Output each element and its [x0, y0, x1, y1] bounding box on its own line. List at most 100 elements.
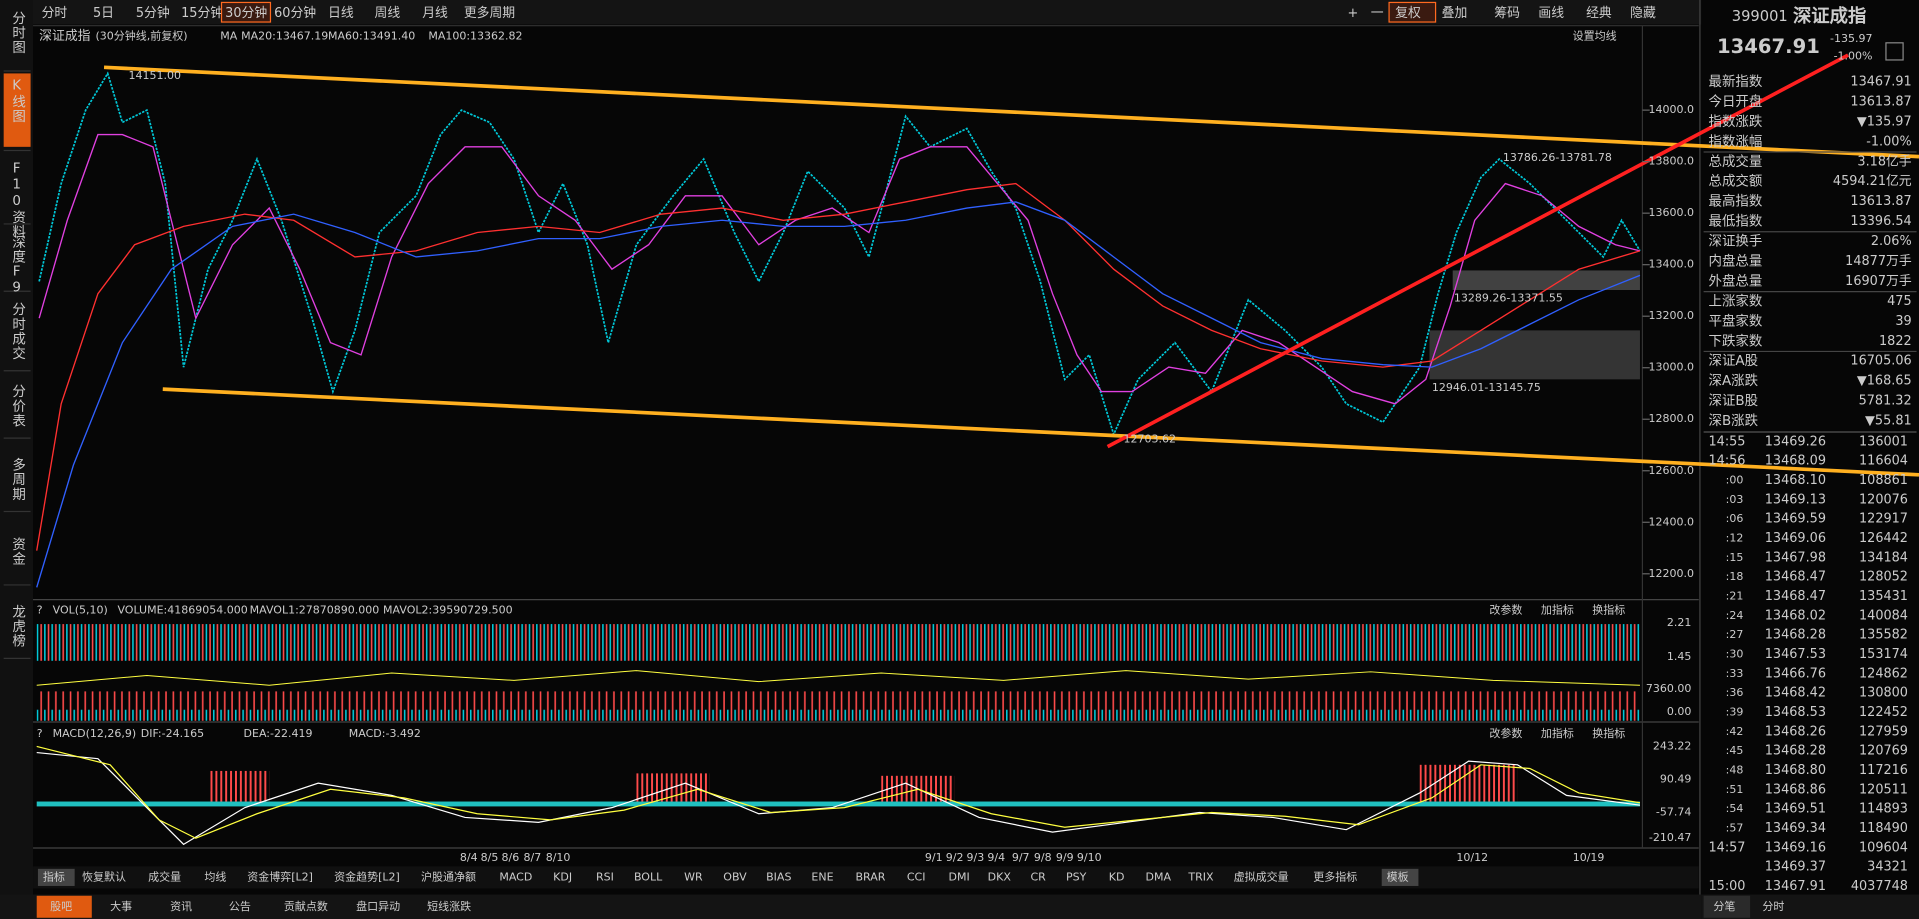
period-button[interactable]: 日线	[328, 6, 354, 21]
tool-button[interactable]: 经典	[1586, 6, 1612, 21]
panel-button[interactable]: 改参数	[1489, 603, 1522, 617]
indicator-tab[interactable]: BOLL	[634, 870, 663, 883]
side-tab[interactable]: 深度F9	[9, 235, 26, 297]
price-tick: 12800.0	[1649, 412, 1695, 425]
quote-label: 最新指数	[1708, 74, 1762, 90]
indicator-tab[interactable]: BIAS	[766, 870, 791, 883]
quote-value: ▼135.97	[1857, 114, 1912, 129]
price-annotation: 12703.62	[1123, 432, 1176, 445]
bottom-tab[interactable]: 股吧	[50, 900, 72, 913]
tool-button[interactable]: 画线	[1538, 6, 1564, 21]
side-tab[interactable]: 分价表	[9, 384, 26, 428]
quote-label: 最高指数	[1708, 193, 1762, 210]
indicator-tab[interactable]: RSI	[596, 870, 614, 883]
period-button[interactable]: 30分钟	[225, 5, 267, 21]
tick-volume: 136001	[1859, 434, 1908, 449]
side-tab[interactable]: 分时成交	[9, 302, 26, 361]
indicator-tab[interactable]: CR	[1030, 870, 1046, 883]
active-side-tab	[3, 73, 31, 147]
indicator-tab[interactable]: DKX	[988, 870, 1012, 883]
bottom-tab[interactable]: 贡献点数	[284, 899, 328, 913]
indicator-tab[interactable]: DMA	[1146, 870, 1172, 883]
volume-help: ?	[37, 604, 43, 617]
volume-ma	[36, 670, 1640, 686]
tool-button[interactable]: 复权	[1395, 5, 1421, 21]
quote-price: 13467.91	[1717, 35, 1820, 58]
tick-price: 13468.53	[1765, 705, 1826, 720]
date-label: 9/8	[1034, 851, 1052, 864]
indicator-tab[interactable]: MACD	[499, 870, 532, 883]
add-button[interactable]	[1885, 42, 1904, 61]
indicator-tab[interactable]: 资金博弈[L2]	[247, 869, 313, 883]
tool-button[interactable]: 筹码	[1494, 5, 1520, 21]
indicator-tab[interactable]: 成交量	[148, 869, 181, 883]
panel-button[interactable]: 加指标	[1541, 726, 1574, 740]
period-button[interactable]: 15分钟	[181, 5, 223, 21]
side-tab[interactable]: K线图	[9, 78, 26, 124]
tick-time: :42	[1726, 725, 1744, 738]
price-chart	[36, 53, 1919, 588]
side-tab[interactable]: F10资料	[9, 162, 26, 240]
tool-button[interactable]: 叠加	[1442, 6, 1468, 21]
indicator-tab[interactable]: PSY	[1066, 870, 1087, 883]
tool-button[interactable]: 一	[1371, 6, 1384, 21]
indicator-tab[interactable]: DMI	[948, 870, 969, 883]
indicator-tab[interactable]: WR	[684, 870, 703, 883]
bottom-tab[interactable]: 大事	[110, 899, 132, 913]
indicator-tab[interactable]: OBV	[723, 870, 747, 883]
tick-volume: 135431	[1859, 589, 1908, 604]
active-ticks-tab	[1703, 895, 1751, 918]
panel-button[interactable]: 换指标	[1592, 603, 1625, 617]
panel-button[interactable]: 改参数	[1489, 726, 1522, 740]
ticks-tab[interactable]: 分时	[1762, 900, 1784, 913]
tool-button[interactable]: 隐藏	[1630, 6, 1656, 21]
indicator-tab[interactable]: TRIX	[1187, 870, 1214, 883]
period-button[interactable]: 更多周期	[464, 6, 515, 21]
indicator-tab[interactable]: 模板	[1387, 869, 1409, 883]
bottom-tab[interactable]: 公告	[229, 900, 251, 913]
period-button[interactable]: 分时	[42, 6, 68, 21]
period-button[interactable]: 周线	[374, 6, 400, 21]
tick-time: :36	[1726, 686, 1744, 699]
indicator-tab[interactable]: 指标	[43, 869, 65, 883]
tool-button[interactable]: +	[1347, 6, 1358, 21]
indicator-tab[interactable]: 恢复默认	[82, 869, 126, 883]
quote-label: 深B涨跌	[1708, 413, 1758, 429]
indicator-tab[interactable]: 资金趋势[L2]	[334, 869, 400, 883]
quote-value: 4594.21亿元	[1833, 174, 1912, 189]
side-tab[interactable]: 分时图	[9, 11, 26, 55]
indicator-tab[interactable]: BRAR	[855, 870, 885, 883]
ma-settings[interactable]: 设置均线	[1573, 29, 1617, 43]
bottom-tab[interactable]: 短线涨跌	[427, 899, 471, 913]
ticks-tab[interactable]: 分笔	[1713, 899, 1735, 913]
quote-label: 平盘家数	[1708, 312, 1762, 329]
price-tick: 13400.0	[1649, 258, 1695, 271]
panel-button[interactable]: 换指标	[1592, 726, 1625, 740]
period-button[interactable]: 月线	[422, 6, 448, 21]
indicator-tab[interactable]: ENE	[811, 870, 833, 883]
indicator-tab[interactable]: CCI	[907, 870, 926, 883]
date-label: 9/4	[987, 851, 1005, 864]
indicator-tab[interactable]: 虚拟成交量	[1234, 869, 1289, 883]
volume-value: VOLUME:41869054.000	[117, 604, 247, 617]
quote-change: -135.97	[1830, 32, 1872, 45]
indicator-tab[interactable]: 沪股通净额	[421, 869, 476, 883]
indicator-tab[interactable]: 均线	[204, 869, 226, 883]
bottom-tab[interactable]: 资讯	[170, 900, 192, 913]
bottom-tab[interactable]: 盘口异动	[356, 899, 400, 913]
panel-button[interactable]: 加指标	[1541, 603, 1574, 617]
side-tab[interactable]: 资金	[9, 537, 26, 567]
indicator-tab[interactable]: 更多指标	[1313, 869, 1357, 883]
tick-time: 15:00	[1708, 879, 1745, 894]
side-tab[interactable]: 多周期	[9, 457, 26, 502]
side-tab[interactable]: 龙虎榜	[9, 604, 26, 648]
period-button[interactable]: 5日	[93, 6, 114, 21]
tick-price: 13468.80	[1765, 763, 1826, 778]
quote-value: 3.18亿手	[1857, 154, 1911, 169]
tick-volume: 122917	[1859, 512, 1908, 527]
period-button[interactable]: 60分钟	[274, 5, 316, 21]
indicator-tab[interactable]: KD	[1109, 870, 1125, 883]
period-button[interactable]: 5分钟	[136, 5, 170, 21]
indicator-tab[interactable]: KDJ	[553, 870, 572, 883]
tick-volume: 120769	[1859, 744, 1908, 759]
